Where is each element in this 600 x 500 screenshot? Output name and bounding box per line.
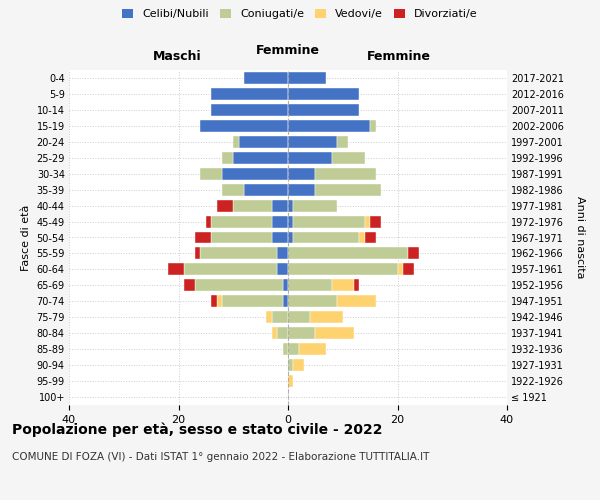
Text: Popolazione per età, sesso e stato civile - 2022: Popolazione per età, sesso e stato civil…	[12, 422, 383, 437]
Bar	[288, 184, 316, 196]
Bar	[293, 200, 337, 211]
Bar	[200, 168, 222, 179]
Bar	[211, 296, 217, 308]
Bar	[211, 88, 288, 100]
Bar	[365, 232, 376, 243]
Bar	[233, 200, 272, 211]
Bar	[195, 232, 211, 243]
Bar	[288, 312, 310, 323]
Bar	[409, 248, 419, 260]
Bar	[359, 232, 365, 243]
Bar	[217, 296, 222, 308]
Bar	[211, 216, 272, 228]
Text: Femmine: Femmine	[256, 44, 320, 57]
Bar	[332, 280, 354, 291]
Bar	[316, 327, 354, 339]
Bar	[272, 232, 288, 243]
Bar	[272, 200, 288, 211]
Bar	[354, 280, 359, 291]
Bar	[288, 280, 332, 291]
Bar	[283, 296, 288, 308]
Bar	[288, 359, 293, 371]
Bar	[316, 184, 381, 196]
Bar	[272, 216, 288, 228]
Bar	[316, 168, 376, 179]
Bar	[167, 264, 184, 276]
Bar	[239, 136, 288, 148]
Bar	[288, 343, 299, 355]
Bar	[233, 136, 239, 148]
Bar	[277, 327, 288, 339]
Bar	[398, 264, 403, 276]
Bar	[288, 264, 398, 276]
Bar	[403, 264, 414, 276]
Bar	[277, 264, 288, 276]
Bar	[244, 72, 288, 84]
Bar	[288, 296, 337, 308]
Bar	[277, 248, 288, 260]
Text: COMUNE DI FOZA (VI) - Dati ISTAT 1° gennaio 2022 - Elaborazione TUTTITALIA.IT: COMUNE DI FOZA (VI) - Dati ISTAT 1° genn…	[12, 452, 430, 462]
Bar	[288, 327, 316, 339]
Bar	[365, 216, 370, 228]
Bar	[370, 120, 376, 132]
Bar	[288, 216, 293, 228]
Y-axis label: Anni di nascita: Anni di nascita	[575, 196, 585, 279]
Bar	[288, 72, 326, 84]
Bar	[293, 359, 304, 371]
Bar	[288, 375, 293, 387]
Bar	[283, 280, 288, 291]
Bar	[288, 136, 337, 148]
Bar	[244, 184, 288, 196]
Bar	[337, 136, 348, 148]
Bar	[222, 296, 283, 308]
Bar	[288, 88, 359, 100]
Bar	[288, 120, 370, 132]
Bar	[337, 296, 376, 308]
Bar	[222, 168, 288, 179]
Legend: Celibi/Nubili, Coniugati/e, Vedovi/e, Divorziati/e: Celibi/Nubili, Coniugati/e, Vedovi/e, Di…	[119, 6, 481, 22]
Bar	[200, 248, 277, 260]
Text: Femmine: Femmine	[367, 50, 431, 62]
Bar	[288, 152, 332, 164]
Bar	[223, 152, 233, 164]
Bar	[283, 343, 288, 355]
Bar	[222, 184, 244, 196]
Bar	[288, 232, 293, 243]
Bar	[217, 200, 233, 211]
Bar	[211, 104, 288, 116]
Bar	[272, 327, 277, 339]
Y-axis label: Fasce di età: Fasce di età	[21, 204, 31, 270]
Bar	[293, 232, 359, 243]
Bar	[211, 232, 272, 243]
Bar	[184, 264, 277, 276]
Bar	[272, 312, 288, 323]
Bar	[288, 168, 316, 179]
Bar	[288, 200, 293, 211]
Bar	[200, 120, 288, 132]
Bar	[310, 312, 343, 323]
Bar	[233, 152, 288, 164]
Bar	[206, 216, 211, 228]
Bar	[332, 152, 365, 164]
Bar	[266, 312, 272, 323]
Bar	[288, 104, 359, 116]
Bar	[299, 343, 326, 355]
Bar	[288, 248, 409, 260]
Bar	[195, 280, 283, 291]
Text: Maschi: Maschi	[152, 50, 202, 62]
Bar	[370, 216, 381, 228]
Bar	[195, 248, 200, 260]
Bar	[293, 216, 365, 228]
Bar	[184, 280, 195, 291]
